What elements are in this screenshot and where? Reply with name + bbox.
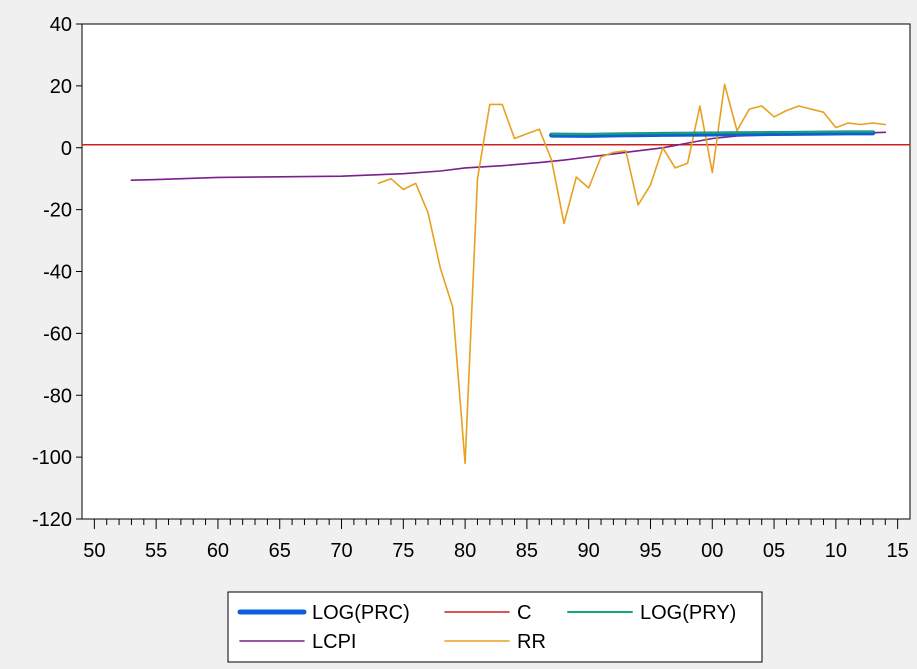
- y-tick-label: 0: [61, 138, 72, 160]
- x-tick-label: 15: [887, 540, 909, 562]
- legend-label-log-prc: LOG(PRC): [312, 602, 410, 624]
- y-tick-label: -80: [43, 385, 72, 407]
- plot-area: [81, 23, 911, 520]
- y-axis: 40 20 0 -20 -40 -60 -80 -100 -120: [32, 14, 82, 531]
- y-tick-label: -60: [43, 323, 72, 345]
- series-line-rr: [377, 83, 887, 465]
- legend: LOG(PRC) C LOG(PRY) LCPI RR: [227, 591, 763, 663]
- y-tick-label: 40: [50, 14, 72, 36]
- x-tick-label: 60: [207, 540, 229, 562]
- series-line-log-pry: [550, 130, 874, 136]
- y-tick-label: -20: [43, 200, 72, 222]
- legend-label-rr: RR: [517, 631, 546, 653]
- x-tick-label: 85: [516, 540, 538, 562]
- series-layer: [81, 83, 911, 465]
- x-tick-label: 95: [639, 540, 661, 562]
- legend-label-lcpi: LCPI: [312, 631, 356, 653]
- x-tick-label: 75: [392, 540, 414, 562]
- x-tick-label: 55: [145, 540, 167, 562]
- legend-label-c: C: [517, 602, 531, 624]
- x-tick-label: 65: [269, 540, 291, 562]
- x-tick-label: 00: [701, 540, 723, 562]
- y-tick-label: 20: [50, 76, 72, 98]
- x-tick-label: 10: [825, 540, 847, 562]
- x-tick-label: 90: [578, 540, 600, 562]
- y-tick-label: -40: [43, 262, 72, 284]
- y-tick-label: -120: [32, 509, 72, 531]
- legend-box: [227, 591, 763, 663]
- x-axis: 50 55 60 65 70 75 80 85 90 95 00 05 10 15: [83, 519, 909, 562]
- x-tick-label: 05: [763, 540, 785, 562]
- legend-label-log-pry: LOG(PRY): [640, 602, 736, 624]
- x-tick-label: 70: [330, 540, 352, 562]
- x-tick-label: 80: [454, 540, 476, 562]
- x-tick-label: 50: [83, 540, 105, 562]
- series-line-log-prc: [549, 130, 876, 138]
- y-tick-label: -100: [32, 447, 72, 469]
